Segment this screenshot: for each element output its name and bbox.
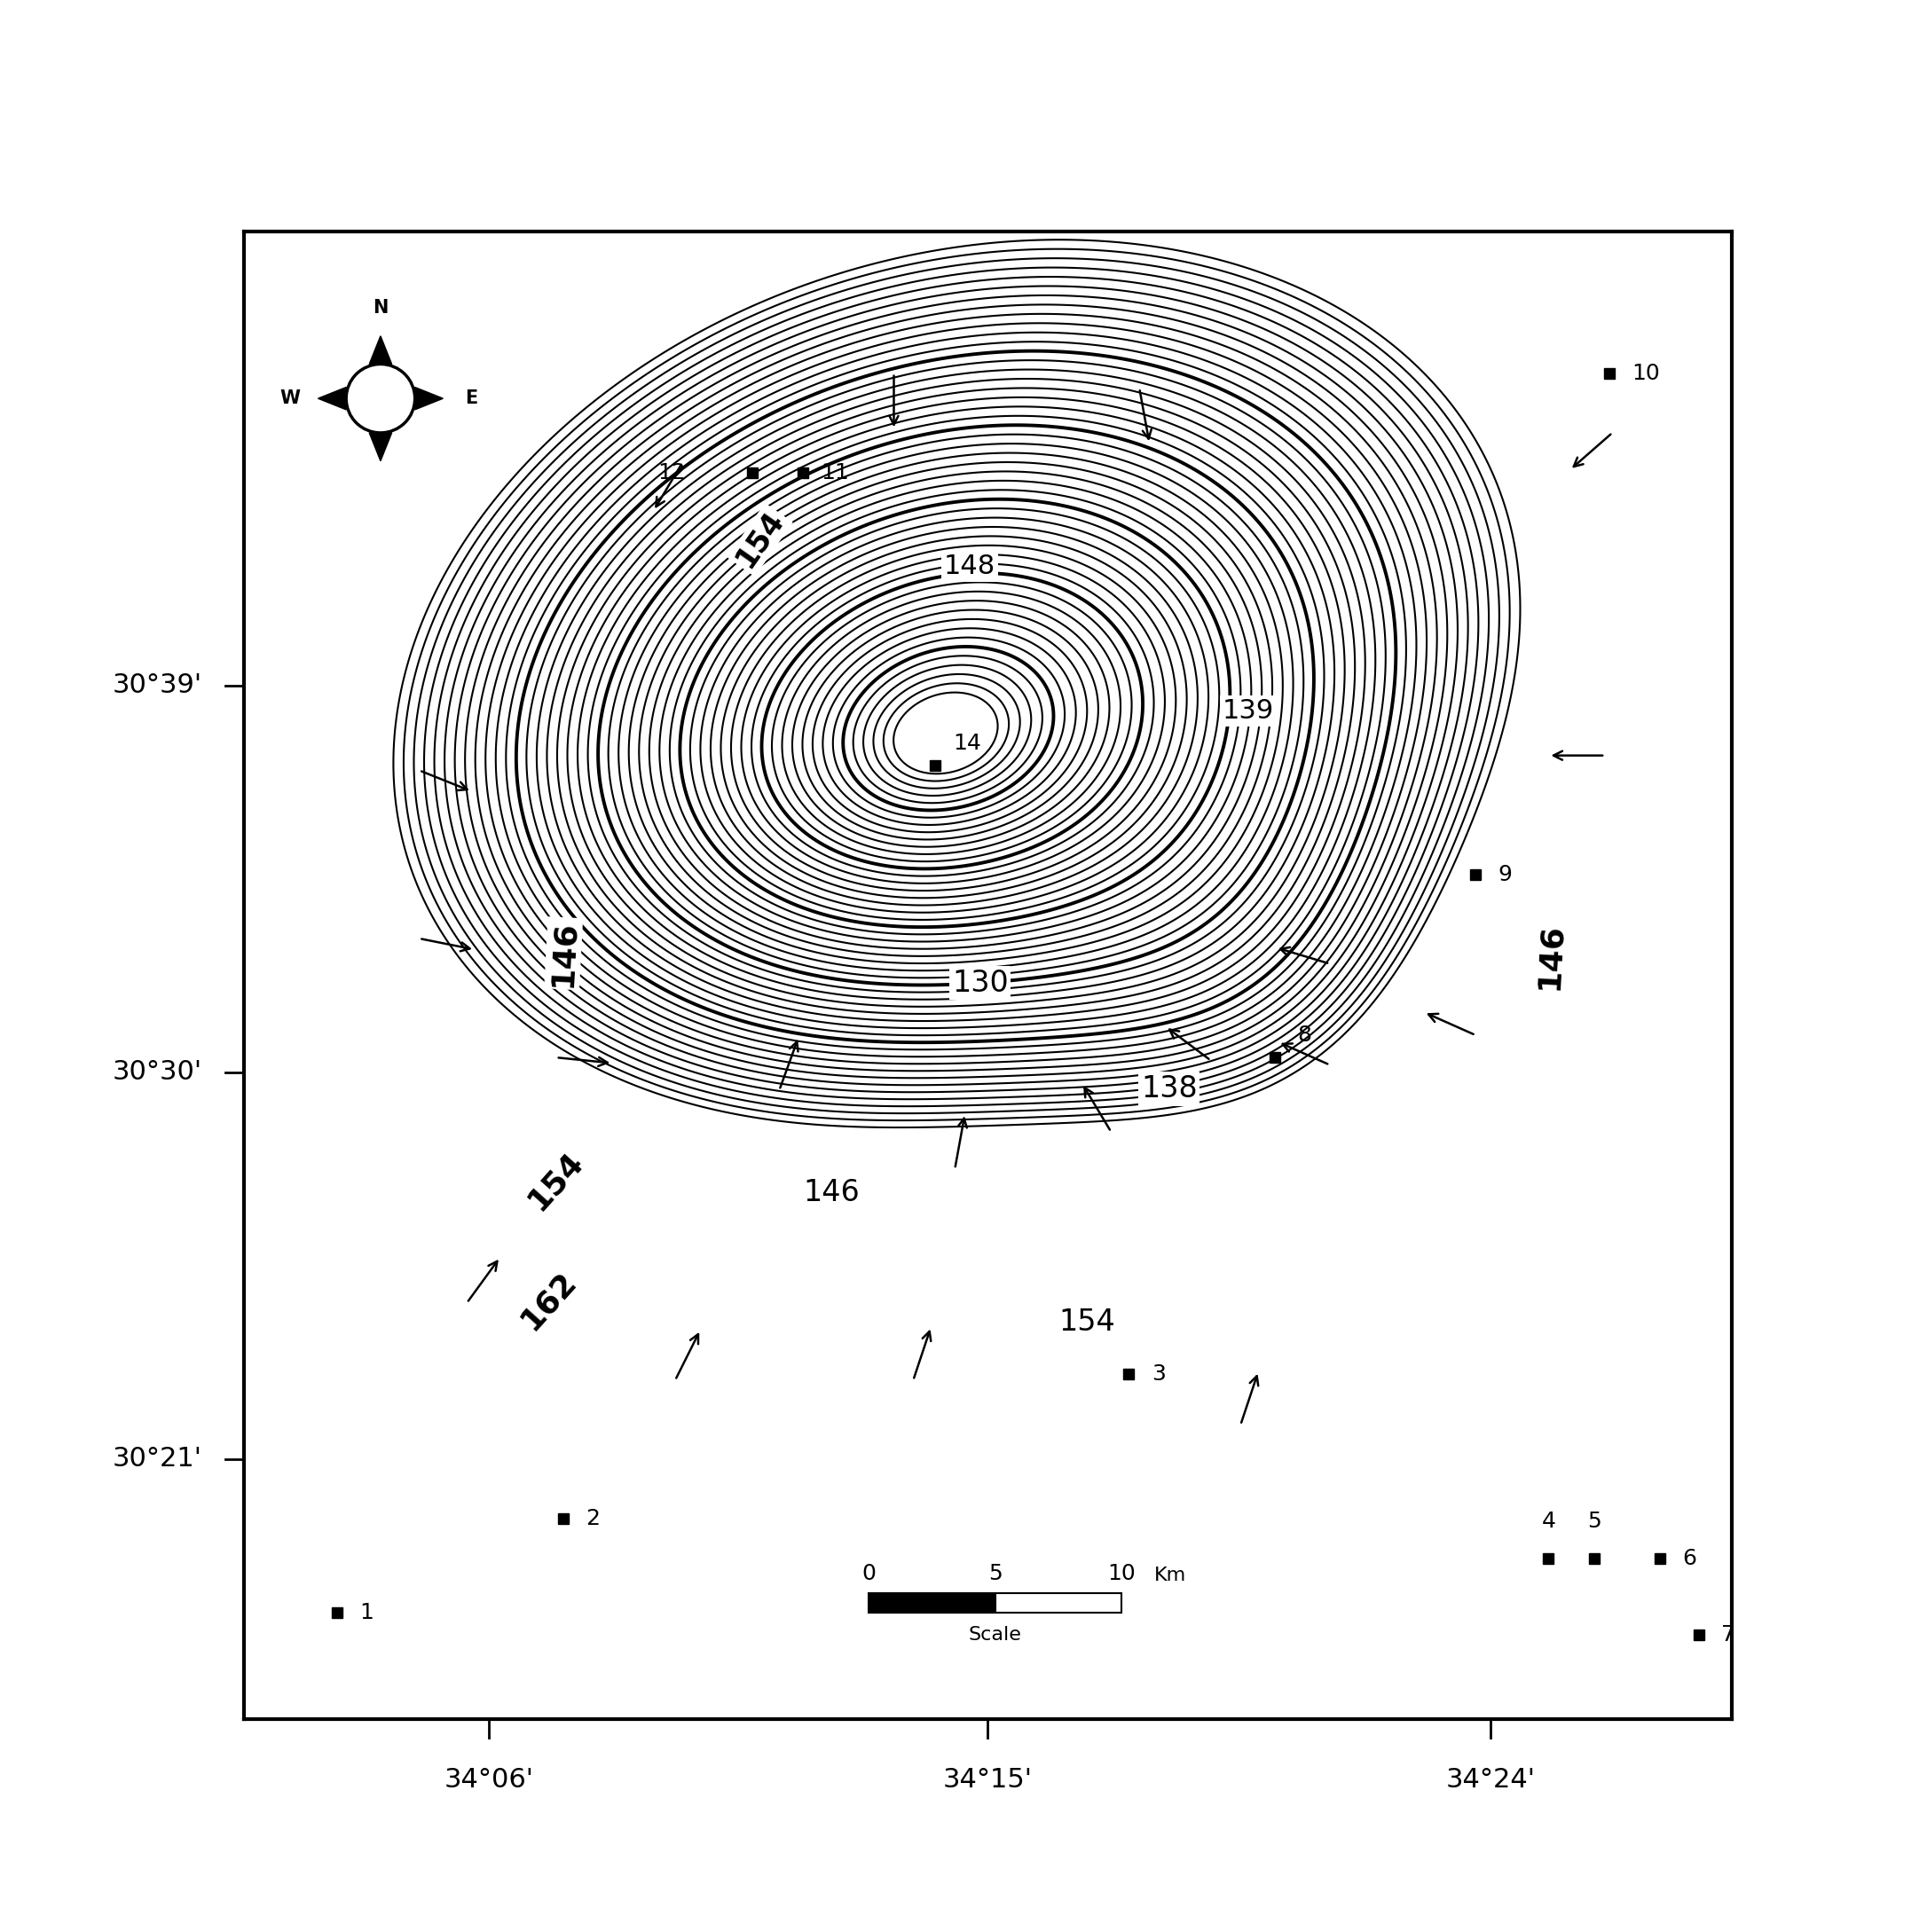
Text: 5: 5 (989, 1563, 1002, 1584)
Polygon shape (370, 336, 391, 363)
Text: 0: 0 (861, 1563, 875, 1584)
Text: 6: 6 (1682, 1548, 1696, 1569)
Text: 3: 3 (1150, 1364, 1166, 1385)
Text: 139: 139 (1222, 697, 1274, 724)
Text: 9: 9 (1497, 864, 1513, 885)
Text: Scale: Scale (969, 1625, 1021, 1644)
Polygon shape (318, 386, 347, 410)
Polygon shape (370, 433, 391, 462)
Text: 162: 162 (515, 1265, 582, 1335)
Text: E: E (464, 390, 478, 408)
Text: Km: Km (1154, 1567, 1187, 1584)
Text: 130: 130 (952, 968, 1008, 997)
Text: 30°21': 30°21' (112, 1447, 202, 1472)
Text: 7: 7 (1721, 1625, 1734, 1646)
Text: 30°39': 30°39' (112, 672, 202, 699)
Text: 10: 10 (1632, 363, 1659, 384)
Text: 146: 146 (547, 920, 580, 987)
Text: W: W (279, 390, 301, 408)
Bar (869, 1594, 994, 1613)
Text: 1: 1 (360, 1602, 374, 1623)
Text: 11: 11 (821, 462, 850, 483)
Text: 154: 154 (522, 1146, 590, 1215)
Text: 14: 14 (954, 732, 981, 753)
Text: 154: 154 (1060, 1308, 1116, 1337)
Text: 30°30': 30°30' (112, 1059, 202, 1086)
Bar (994, 1594, 1122, 1613)
Text: 12: 12 (657, 462, 686, 483)
Text: 146: 146 (804, 1179, 859, 1208)
Text: 5: 5 (1588, 1511, 1601, 1532)
Text: N: N (372, 299, 387, 317)
Text: 10: 10 (1108, 1563, 1135, 1584)
Text: 8: 8 (1297, 1024, 1310, 1045)
Text: 2: 2 (586, 1509, 599, 1530)
Text: 4: 4 (1542, 1511, 1555, 1532)
Text: 138: 138 (1141, 1074, 1197, 1103)
Text: 154: 154 (730, 506, 790, 574)
Text: 146: 146 (1534, 922, 1567, 991)
Polygon shape (414, 386, 443, 410)
Text: 148: 148 (944, 554, 996, 580)
Text: 34°06': 34°06' (445, 1768, 534, 1793)
Text: 34°24': 34°24' (1445, 1768, 1536, 1793)
Text: 34°15': 34°15' (942, 1768, 1033, 1793)
